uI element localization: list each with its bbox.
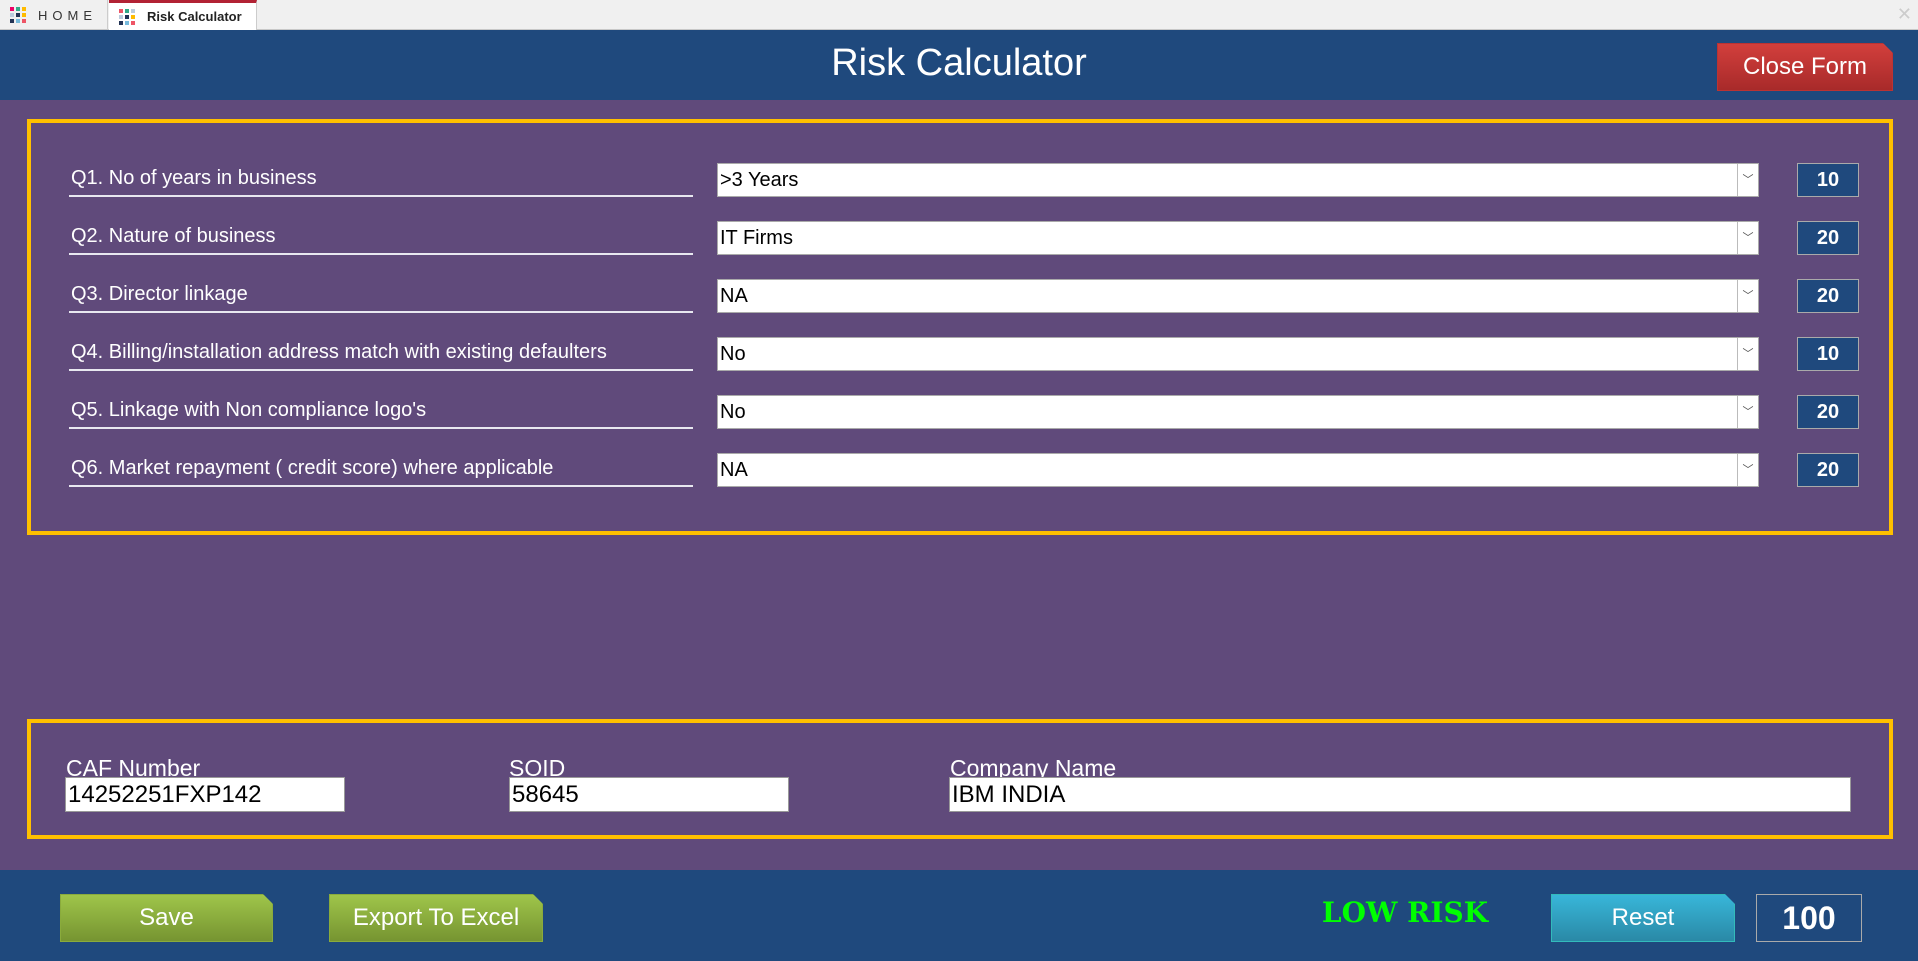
caf-input[interactable]: 14252251FXP142	[65, 777, 345, 812]
soid-label: SOID	[509, 755, 566, 781]
question-label: Q2. Nature of business	[69, 221, 693, 255]
tab-home[interactable]: HOME	[0, 0, 108, 30]
answer-dropdown[interactable]: No ﹀	[717, 395, 1759, 429]
close-form-button[interactable]: Close Form	[1717, 43, 1893, 91]
question-row: Q1. No of years in business >3 Years ﹀ 10	[31, 163, 1889, 199]
chevron-down-icon[interactable]: ﹀	[1737, 338, 1758, 370]
question-row: Q2. Nature of business IT Firms ﹀ 20	[31, 221, 1889, 257]
company-label: Company Name	[950, 755, 1117, 781]
soid-input[interactable]: 58645	[509, 777, 789, 812]
risk-level: LOW RISK	[1321, 896, 1489, 929]
score-box: 20	[1797, 279, 1859, 313]
header: Risk Calculator	[0, 30, 1918, 100]
answer-dropdown[interactable]: IT Firms ﹀	[717, 221, 1759, 255]
answer-dropdown[interactable]: NA ﹀	[717, 453, 1759, 487]
answer-value: >3 Years	[720, 169, 799, 191]
company-input[interactable]: IBM INDIA	[949, 777, 1851, 812]
tab-home-label: HOME	[38, 7, 97, 23]
score-box: 10	[1797, 337, 1859, 371]
answer-value: NA	[720, 459, 748, 481]
answer-value: IT Firms	[720, 227, 793, 249]
question-label: Q3. Director linkage	[69, 279, 693, 313]
question-label: Q1. No of years in business	[69, 163, 693, 197]
chevron-down-icon[interactable]: ﹀	[1737, 454, 1758, 486]
questions-panel: Q1. No of years in business >3 Years ﹀ 10…	[27, 119, 1893, 535]
app-icon	[10, 7, 26, 23]
question-label: Q5. Linkage with Non compliance logo's	[69, 395, 693, 429]
chevron-down-icon[interactable]: ﹀	[1737, 280, 1758, 312]
score-box: 20	[1797, 221, 1859, 255]
question-row: Q5. Linkage with Non compliance logo's N…	[31, 395, 1889, 431]
answer-dropdown[interactable]: NA ﹀	[717, 279, 1759, 313]
answer-dropdown[interactable]: >3 Years ﹀	[717, 163, 1759, 197]
info-panel: CAF Number 14252251FXP142 SOID 58645 Com…	[27, 719, 1893, 839]
question-row: Q6. Market repayment ( credit score) whe…	[31, 453, 1889, 489]
tab-bar: HOME Risk Calculator ✕	[0, 0, 1918, 30]
close-window-icon[interactable]: ✕	[1896, 4, 1912, 24]
app-icon	[119, 8, 135, 25]
score-box: 10	[1797, 163, 1859, 197]
question-label: Q6. Market repayment ( credit score) whe…	[69, 453, 693, 487]
question-row: Q3. Director linkage NA ﹀ 20	[31, 279, 1889, 315]
question-label: Q4. Billing/installation address match w…	[69, 337, 693, 371]
answer-value: NA	[720, 285, 748, 307]
score-box: 20	[1797, 395, 1859, 429]
reset-button[interactable]: Reset	[1551, 894, 1735, 942]
export-excel-button[interactable]: Export To Excel	[329, 894, 543, 942]
total-score: 100	[1756, 894, 1862, 942]
score-box: 20	[1797, 453, 1859, 487]
caf-label: CAF Number	[66, 755, 201, 781]
chevron-down-icon[interactable]: ﹀	[1737, 222, 1758, 254]
tab-risk-label: Risk Calculator	[147, 9, 242, 24]
tab-risk-calculator[interactable]: Risk Calculator	[109, 0, 257, 30]
answer-value: No	[720, 343, 746, 365]
answer-dropdown[interactable]: No ﹀	[717, 337, 1759, 371]
answer-value: No	[720, 401, 746, 423]
save-button[interactable]: Save	[60, 894, 273, 942]
chevron-down-icon[interactable]: ﹀	[1737, 396, 1758, 428]
chevron-down-icon[interactable]: ﹀	[1737, 164, 1758, 196]
question-row: Q4. Billing/installation address match w…	[31, 337, 1889, 373]
page-title: Risk Calculator	[831, 42, 1087, 84]
